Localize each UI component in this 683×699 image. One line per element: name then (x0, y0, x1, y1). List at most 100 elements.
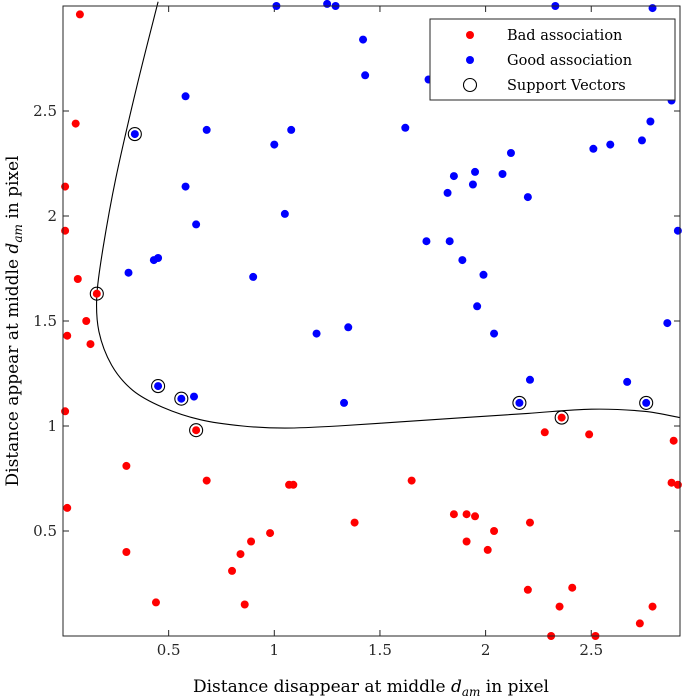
good-association-point (192, 220, 201, 229)
legend-label-bad: Bad association (507, 28, 622, 44)
legend-label-good: Good association (507, 53, 632, 69)
bad-association-point (490, 527, 499, 535)
good-association-point (490, 329, 499, 338)
good-association-point (344, 323, 353, 332)
good-association-point (515, 398, 524, 407)
y-tick-label: 1 (47, 417, 57, 435)
support-vector-marker (174, 391, 189, 406)
bad-association-point (92, 289, 101, 298)
bad-association-point (648, 602, 657, 611)
good-association-point (359, 35, 368, 44)
good-association-point (473, 302, 482, 311)
good-association-point (471, 167, 480, 176)
bad-association-point (236, 550, 245, 559)
bad-association-point (462, 510, 471, 519)
support-vector-marker (127, 127, 142, 142)
x-tick-label: 2 (481, 641, 491, 659)
y-tick-label: 1.5 (33, 312, 57, 330)
good-association-point (280, 209, 289, 218)
support-vector-marker (89, 286, 104, 301)
good-association-point (154, 254, 163, 262)
legend-marker-bad (466, 31, 474, 39)
bad-association-point (61, 182, 70, 191)
bad-association-point (568, 583, 577, 592)
bad-association-point (202, 476, 211, 485)
legend: Bad association Good association Support… (429, 18, 676, 101)
y-axis-ticks: 0.5 1 1.5 2 2.5 (33, 102, 680, 540)
x-axis-ticks: 0.5 1 1.5 2 2.5 (157, 6, 603, 659)
good-association-point (361, 71, 370, 80)
good-association-point (190, 392, 199, 401)
good-association-point (589, 144, 598, 153)
bad-association-point (449, 510, 458, 519)
bad-association-point (122, 548, 131, 556)
bad-association-point (86, 340, 95, 349)
plot-background (63, 6, 680, 636)
decision-boundary-curve (95, 1, 681, 429)
bad-association-point (75, 10, 84, 19)
bad-association-point (61, 407, 70, 416)
bad-association-point (82, 317, 91, 325)
y-tick-label: 2 (47, 207, 57, 225)
good-association-point (181, 92, 190, 101)
bad-association-point (192, 426, 201, 435)
legend-marker-good (466, 56, 474, 64)
good-association-point (642, 398, 651, 407)
bad-association-point (63, 503, 72, 512)
good-association-point (479, 270, 488, 279)
bad-association-point (523, 585, 532, 594)
bad-association-point (71, 119, 80, 128)
bad-association-point (247, 537, 256, 546)
bad-association-point (669, 436, 678, 445)
good-association-point (663, 319, 672, 328)
good-association-point (673, 226, 682, 235)
good-association-point (468, 180, 477, 189)
good-association-point (623, 377, 632, 386)
bad-association-point (462, 537, 471, 546)
y-tick-label: 0.5 (33, 522, 57, 540)
good-association-point (154, 382, 163, 391)
good-association-point (177, 394, 186, 403)
bad-association-point (540, 428, 549, 437)
bad-association-point (667, 478, 676, 487)
support-vector-marker (512, 395, 527, 410)
bad-association-point (122, 461, 131, 470)
good-association-point (401, 123, 410, 132)
bad-association-point (289, 480, 298, 489)
support-vector-markers (89, 127, 654, 438)
good-association-point (648, 4, 657, 13)
bad-association-point (228, 566, 237, 575)
support-vector-marker (151, 379, 166, 394)
support-vector-marker (554, 410, 569, 425)
bad-association-point (471, 512, 480, 521)
good-association-point (443, 188, 452, 197)
bad-association-point (151, 598, 160, 607)
bad-association-point (557, 413, 566, 422)
bad-association-point (585, 430, 594, 439)
good-association-point (340, 398, 349, 407)
good-association-point (202, 125, 211, 134)
bad-association-point (266, 529, 275, 538)
good-association-point (506, 149, 515, 157)
good-association-point (606, 140, 615, 149)
bad-association-point (525, 518, 534, 527)
bad-association-point (350, 518, 359, 527)
support-vector-marker (639, 395, 654, 410)
good-association-point (523, 193, 532, 202)
good-association-point (124, 268, 133, 277)
good-association-point (646, 117, 655, 126)
data-points (61, 0, 682, 640)
good-association-point (525, 375, 534, 384)
legend-label-support: Support Vectors (507, 78, 626, 94)
bad-association-point (61, 226, 70, 235)
x-tick-label: 0.5 (157, 641, 181, 659)
good-association-point (312, 329, 321, 338)
bad-association-point (635, 619, 644, 628)
bad-association-point (483, 545, 492, 554)
bad-association-point (673, 480, 682, 489)
x-tick-label: 1.5 (368, 641, 392, 659)
good-association-point (458, 256, 467, 265)
y-axis-label: Distance appear at middle dam in pixel (3, 156, 25, 487)
support-vector-marker (189, 423, 204, 438)
